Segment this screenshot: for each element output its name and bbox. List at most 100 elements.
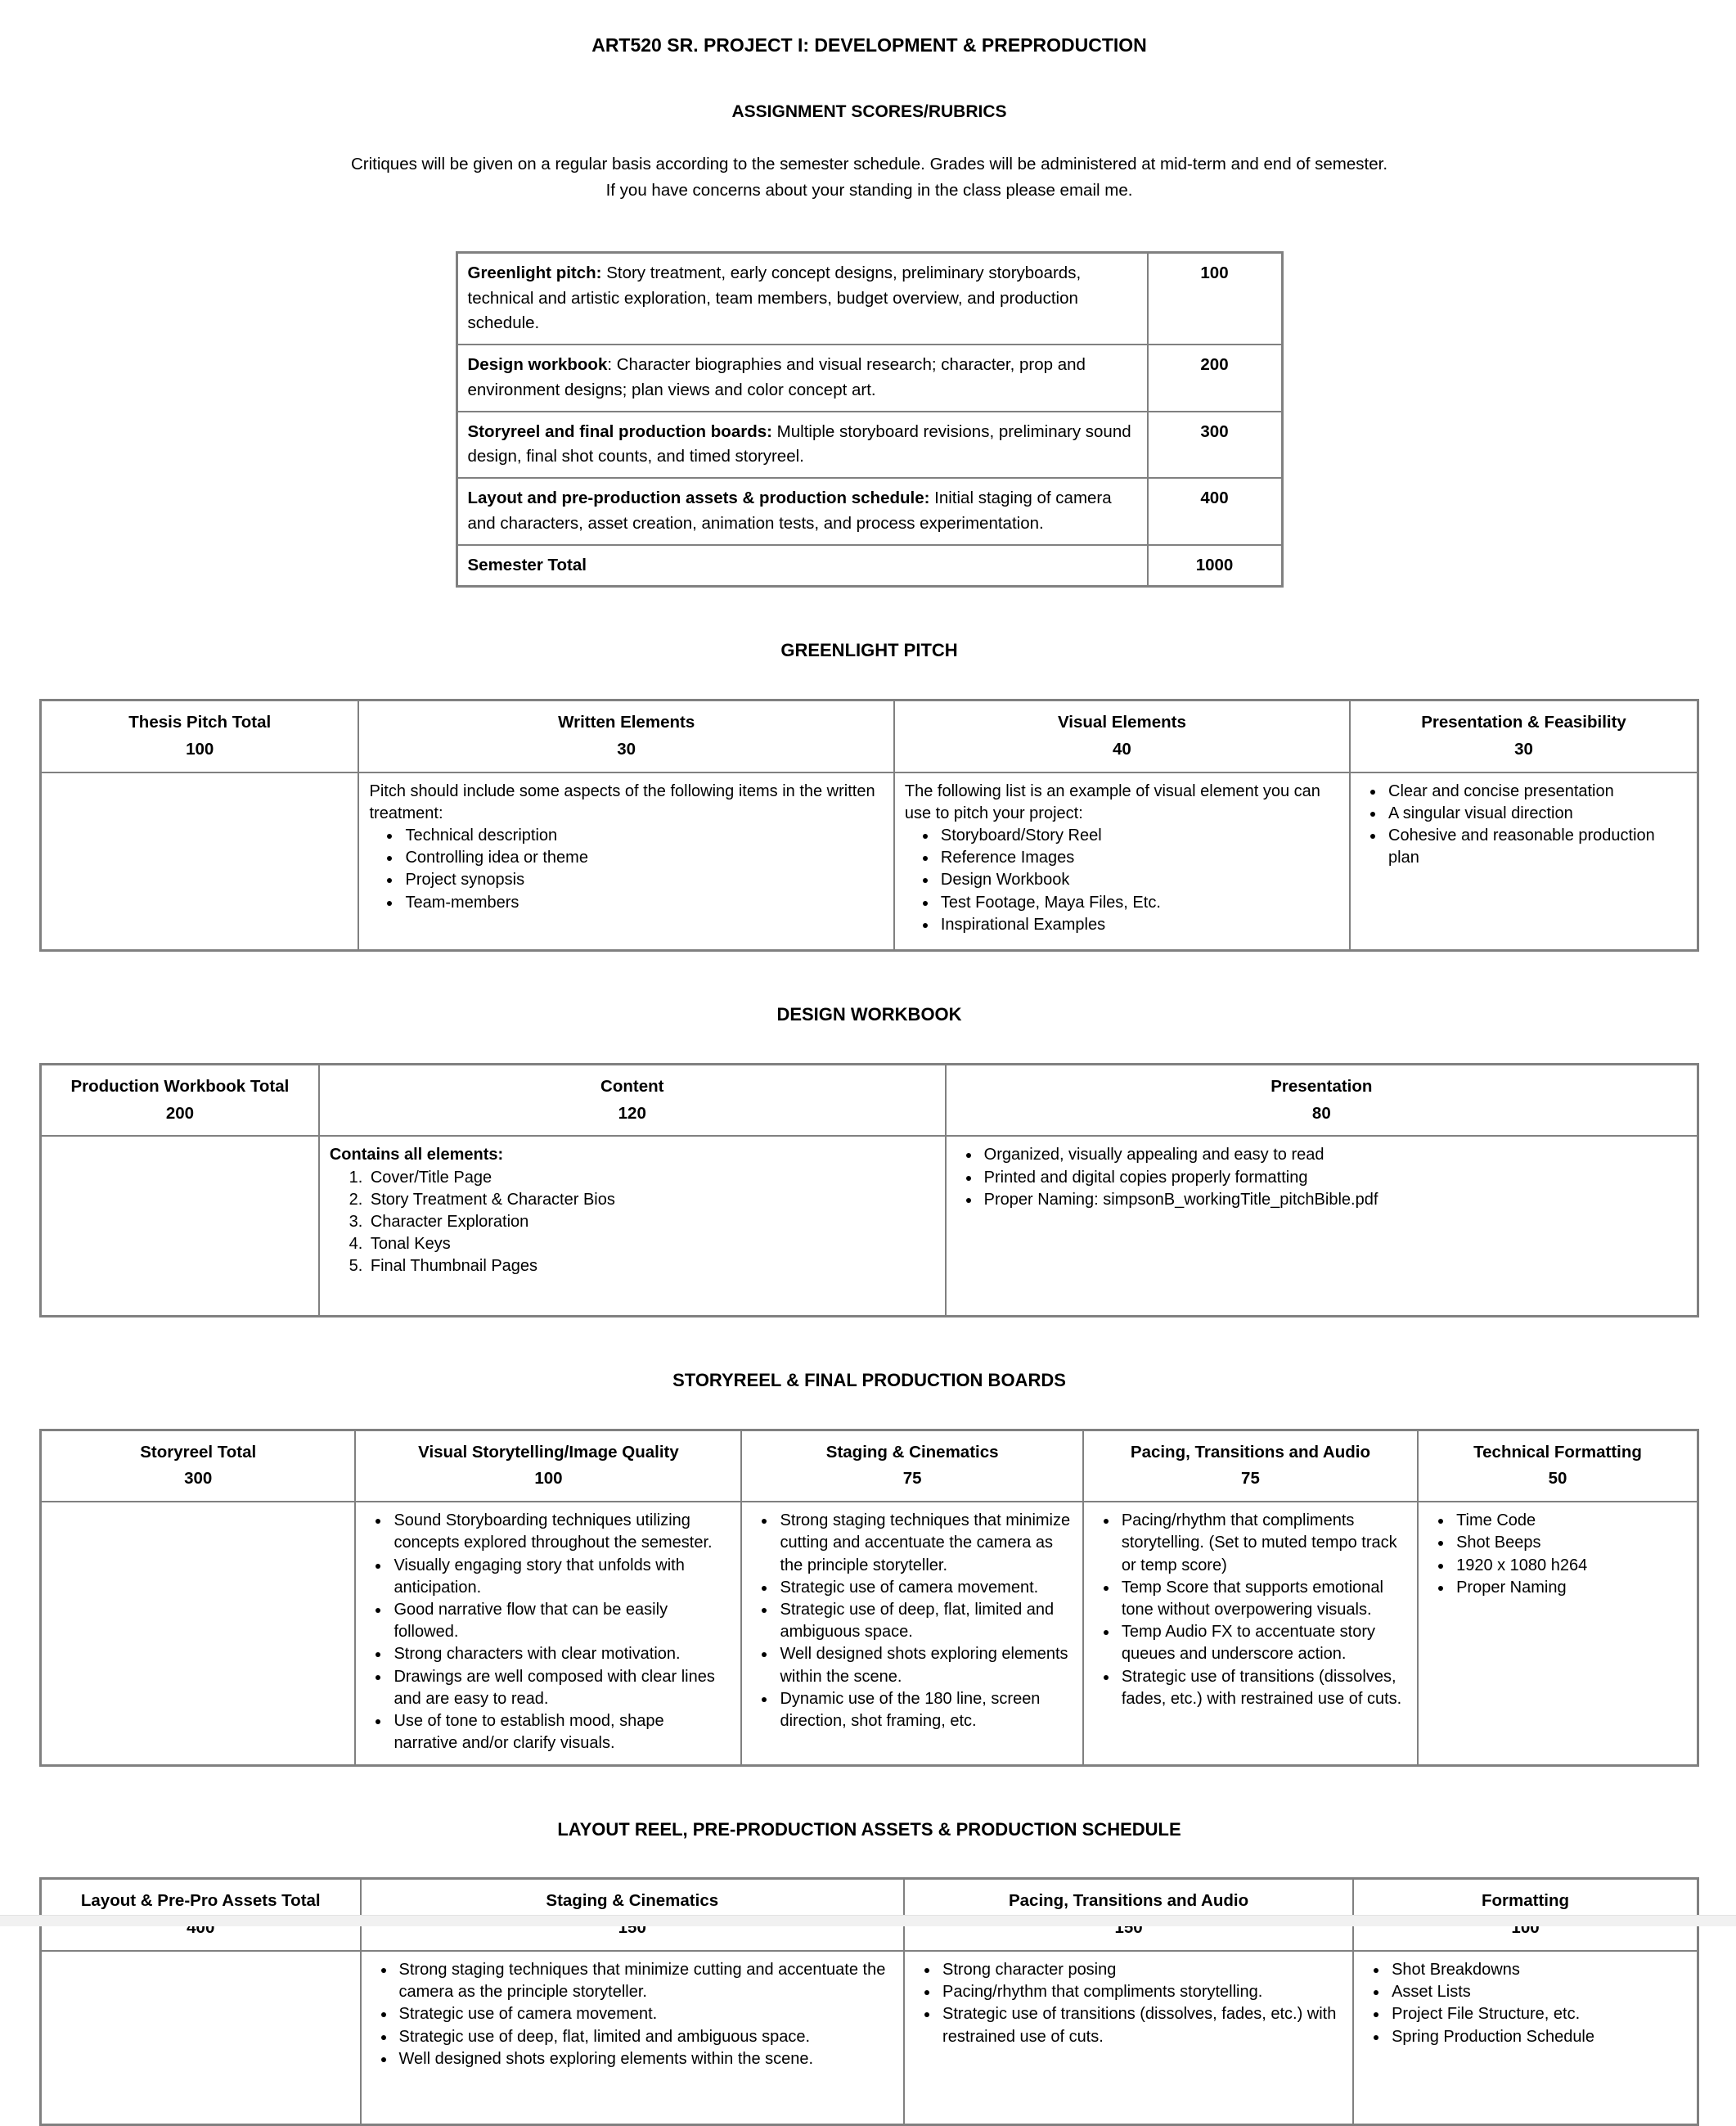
column-title: Production Workbook Total <box>70 1076 290 1096</box>
list-item: Strategic use of deep, flat, limited and… <box>396 2026 894 2048</box>
list-item: Final Thumbnail Pages <box>367 1255 935 1277</box>
list-item: Shot Beeps <box>1453 1532 1687 1554</box>
column-points: 30 <box>617 739 636 759</box>
column-title: Layout & Pre-Pro Assets Total <box>80 1891 321 1911</box>
column-header: Storyreel Total 300 <box>39 1429 357 1503</box>
intro-line-1: Critiques will be given on a regular bas… <box>350 155 1388 174</box>
presentation-feasibility-cell: Clear and concise presentationA singular… <box>1349 771 1699 952</box>
section-heading-layout-reel: LAYOUT REEL, PRE-PRODUCTION ASSETS & PRO… <box>557 1818 1181 1840</box>
column-points: 30 <box>1514 739 1533 759</box>
formatting-cell: Shot BreakdownsAsset ListsProject File S… <box>1352 1950 1699 2126</box>
list-item: Asset Lists <box>1388 1981 1687 2003</box>
column-points: 120 <box>618 1103 646 1123</box>
assignment-label: Greenlight pitch: <box>467 263 602 282</box>
list-item: Strategic use of deep, flat, limited and… <box>776 1599 1072 1643</box>
list-item: Strategic use of camera movement. <box>396 2003 894 2025</box>
bullet-list: Organized, visually appealing and easy t… <box>956 1144 1687 1211</box>
visual-elements-cell: The following list is an example of visu… <box>893 771 1351 952</box>
bullet-list: Strong character posingPacing/rhythm tha… <box>915 1959 1342 2048</box>
list-item: Team-members <box>402 892 883 914</box>
section-heading-design-workbook: DESIGN WORKBOOK <box>776 1004 962 1025</box>
list-item: A singular visual direction <box>1385 803 1687 825</box>
list-item: Cohesive and reasonable production plan <box>1385 825 1687 869</box>
list-item: Dynamic use of the 180 line, screen dire… <box>776 1688 1072 1732</box>
table-row: Design workbook: Character biographies a… <box>456 344 1284 412</box>
empty-cell <box>39 1501 357 1767</box>
table-body-row: Pitch should include some aspects of the… <box>39 771 1699 952</box>
column-points: 300 <box>184 1469 213 1489</box>
assignment-score: 400 <box>1146 477 1284 546</box>
bullet-list: Sound Storyboarding techniques utilizing… <box>366 1510 731 1754</box>
column-title: Thesis Pitch Total <box>128 713 272 732</box>
column-header: Visual Elements 40 <box>893 699 1351 773</box>
column-points: 75 <box>1241 1469 1260 1489</box>
assignment-description: Greenlight pitch: Story treatment, early… <box>456 251 1149 346</box>
assignment-description: Storyreel and final production boards: M… <box>456 410 1149 480</box>
greenlight-pitch-table: Thesis Pitch Total 100 Written Elements 30… <box>39 699 1699 953</box>
list-item: Organized, visually appealing and easy t… <box>981 1144 1687 1166</box>
technical-formatting-cell: Time CodeShot Beeps1920 x 1080 h264Prope… <box>1417 1501 1699 1767</box>
column-header: Written Elements 30 <box>358 699 895 773</box>
list-item: Spring Production Schedule <box>1388 2026 1687 2048</box>
assignment-score: 1000 <box>1146 543 1284 588</box>
column-points: 80 <box>1311 1103 1331 1123</box>
list-item: Project File Structure, etc. <box>1388 2003 1687 2025</box>
presentation-cell: Organized, visually appealing and easy t… <box>944 1135 1699 1317</box>
table-header-row: Thesis Pitch Total 100 Written Elements 30… <box>39 699 1699 773</box>
table-header-row: Storyreel Total 300 Visual Storytelling/I… <box>39 1429 1699 1503</box>
pacing-transitions-audio-cell: Pacing/rhythm that compliments storytell… <box>1082 1501 1419 1767</box>
column-title: Content <box>600 1076 664 1096</box>
list-item: Well designed shots exploring elements w… <box>396 2048 894 2070</box>
assignment-score: 300 <box>1146 410 1284 480</box>
pacing-transitions-audio-cell: Strong character posingPacing/rhythm tha… <box>903 1950 1355 2126</box>
list-item: Inspirational Examples <box>938 914 1339 936</box>
list-item: Tonal Keys <box>367 1233 935 1255</box>
assignment-description: Layout and pre-production assets & produ… <box>456 477 1149 546</box>
column-points: 100 <box>186 739 214 759</box>
column-title: Storyreel Total <box>140 1442 257 1462</box>
list-item: Use of tone to establish mood, shape nar… <box>390 1710 731 1754</box>
list-item: Design Workbook <box>938 869 1339 891</box>
column-header: Presentation 80 <box>944 1063 1699 1137</box>
written-elements-cell: Pitch should include some aspects of the… <box>358 771 895 952</box>
list-item: Project synopsis <box>402 869 883 891</box>
column-points: 75 <box>902 1469 922 1489</box>
assignment-label: Design workbook <box>467 355 608 375</box>
storyreel-table: Storyreel Total 300 Visual Storytelling/I… <box>39 1428 1699 1767</box>
column-points: 50 <box>1548 1469 1567 1489</box>
list-item: Strong staging techniques that minimize … <box>396 1959 894 2003</box>
column-header: Pacing, Transitions and Audio 75 <box>1082 1429 1419 1503</box>
bullet-list: Pacing/rhythm that compliments storytell… <box>1094 1510 1407 1710</box>
assignment-score: 100 <box>1146 251 1284 346</box>
section-heading-storyreel: STORYREEL & FINAL PRODUCTION BOARDS <box>672 1369 1066 1390</box>
list-item: Strategic use of transitions (dissolves,… <box>939 2003 1342 2047</box>
column-title: Visual Elements <box>1058 713 1186 732</box>
column-title: Visual Storytelling/Image Quality <box>418 1442 679 1462</box>
list-item: Proper Naming: simpsonB_workingTitle_pit… <box>981 1189 1687 1211</box>
bullet-list: Technical descriptionControlling idea or… <box>369 825 883 914</box>
list-item: Strong character posing <box>939 1959 1342 1981</box>
table-row: Greenlight pitch: Story treatment, early… <box>456 251 1284 346</box>
column-header: Presentation & Feasibility 30 <box>1349 699 1699 773</box>
column-header: Production Workbook Total 200 <box>39 1063 320 1137</box>
table-row: Layout and pre-production assets & produ… <box>456 477 1284 546</box>
bullet-list: Time CodeShot Beeps1920 x 1080 h264Prope… <box>1428 1510 1687 1599</box>
list-item: Strong characters with clear motivation. <box>390 1643 731 1665</box>
column-header: Visual Storytelling/Image Quality 100 <box>354 1429 743 1503</box>
table-row: Storyreel and final production boards: M… <box>456 410 1284 480</box>
assignment-description: Design workbook: Character biographies a… <box>456 344 1149 412</box>
list-item: Reference Images <box>938 847 1339 869</box>
list-item: Cover/Title Page <box>367 1167 935 1189</box>
empty-cell <box>39 1950 362 2126</box>
column-header: Staging & Cinematics 75 <box>740 1429 1084 1503</box>
list-item: Proper Naming <box>1453 1577 1687 1599</box>
list-item: Technical description <box>402 825 883 847</box>
bullet-list: Storyboard/Story ReelReference ImagesDes… <box>905 825 1339 936</box>
list-item: Story Treatment & Character Bios <box>367 1189 935 1211</box>
list-item: Storyboard/Story Reel <box>938 825 1339 847</box>
column-title: Written Elements <box>558 713 695 732</box>
assignment-detail: Story treatment, early concept designs, … <box>467 263 1082 333</box>
table-body-row: Strong staging techniques that minimize … <box>39 1950 1699 2126</box>
empty-cell <box>39 771 360 952</box>
